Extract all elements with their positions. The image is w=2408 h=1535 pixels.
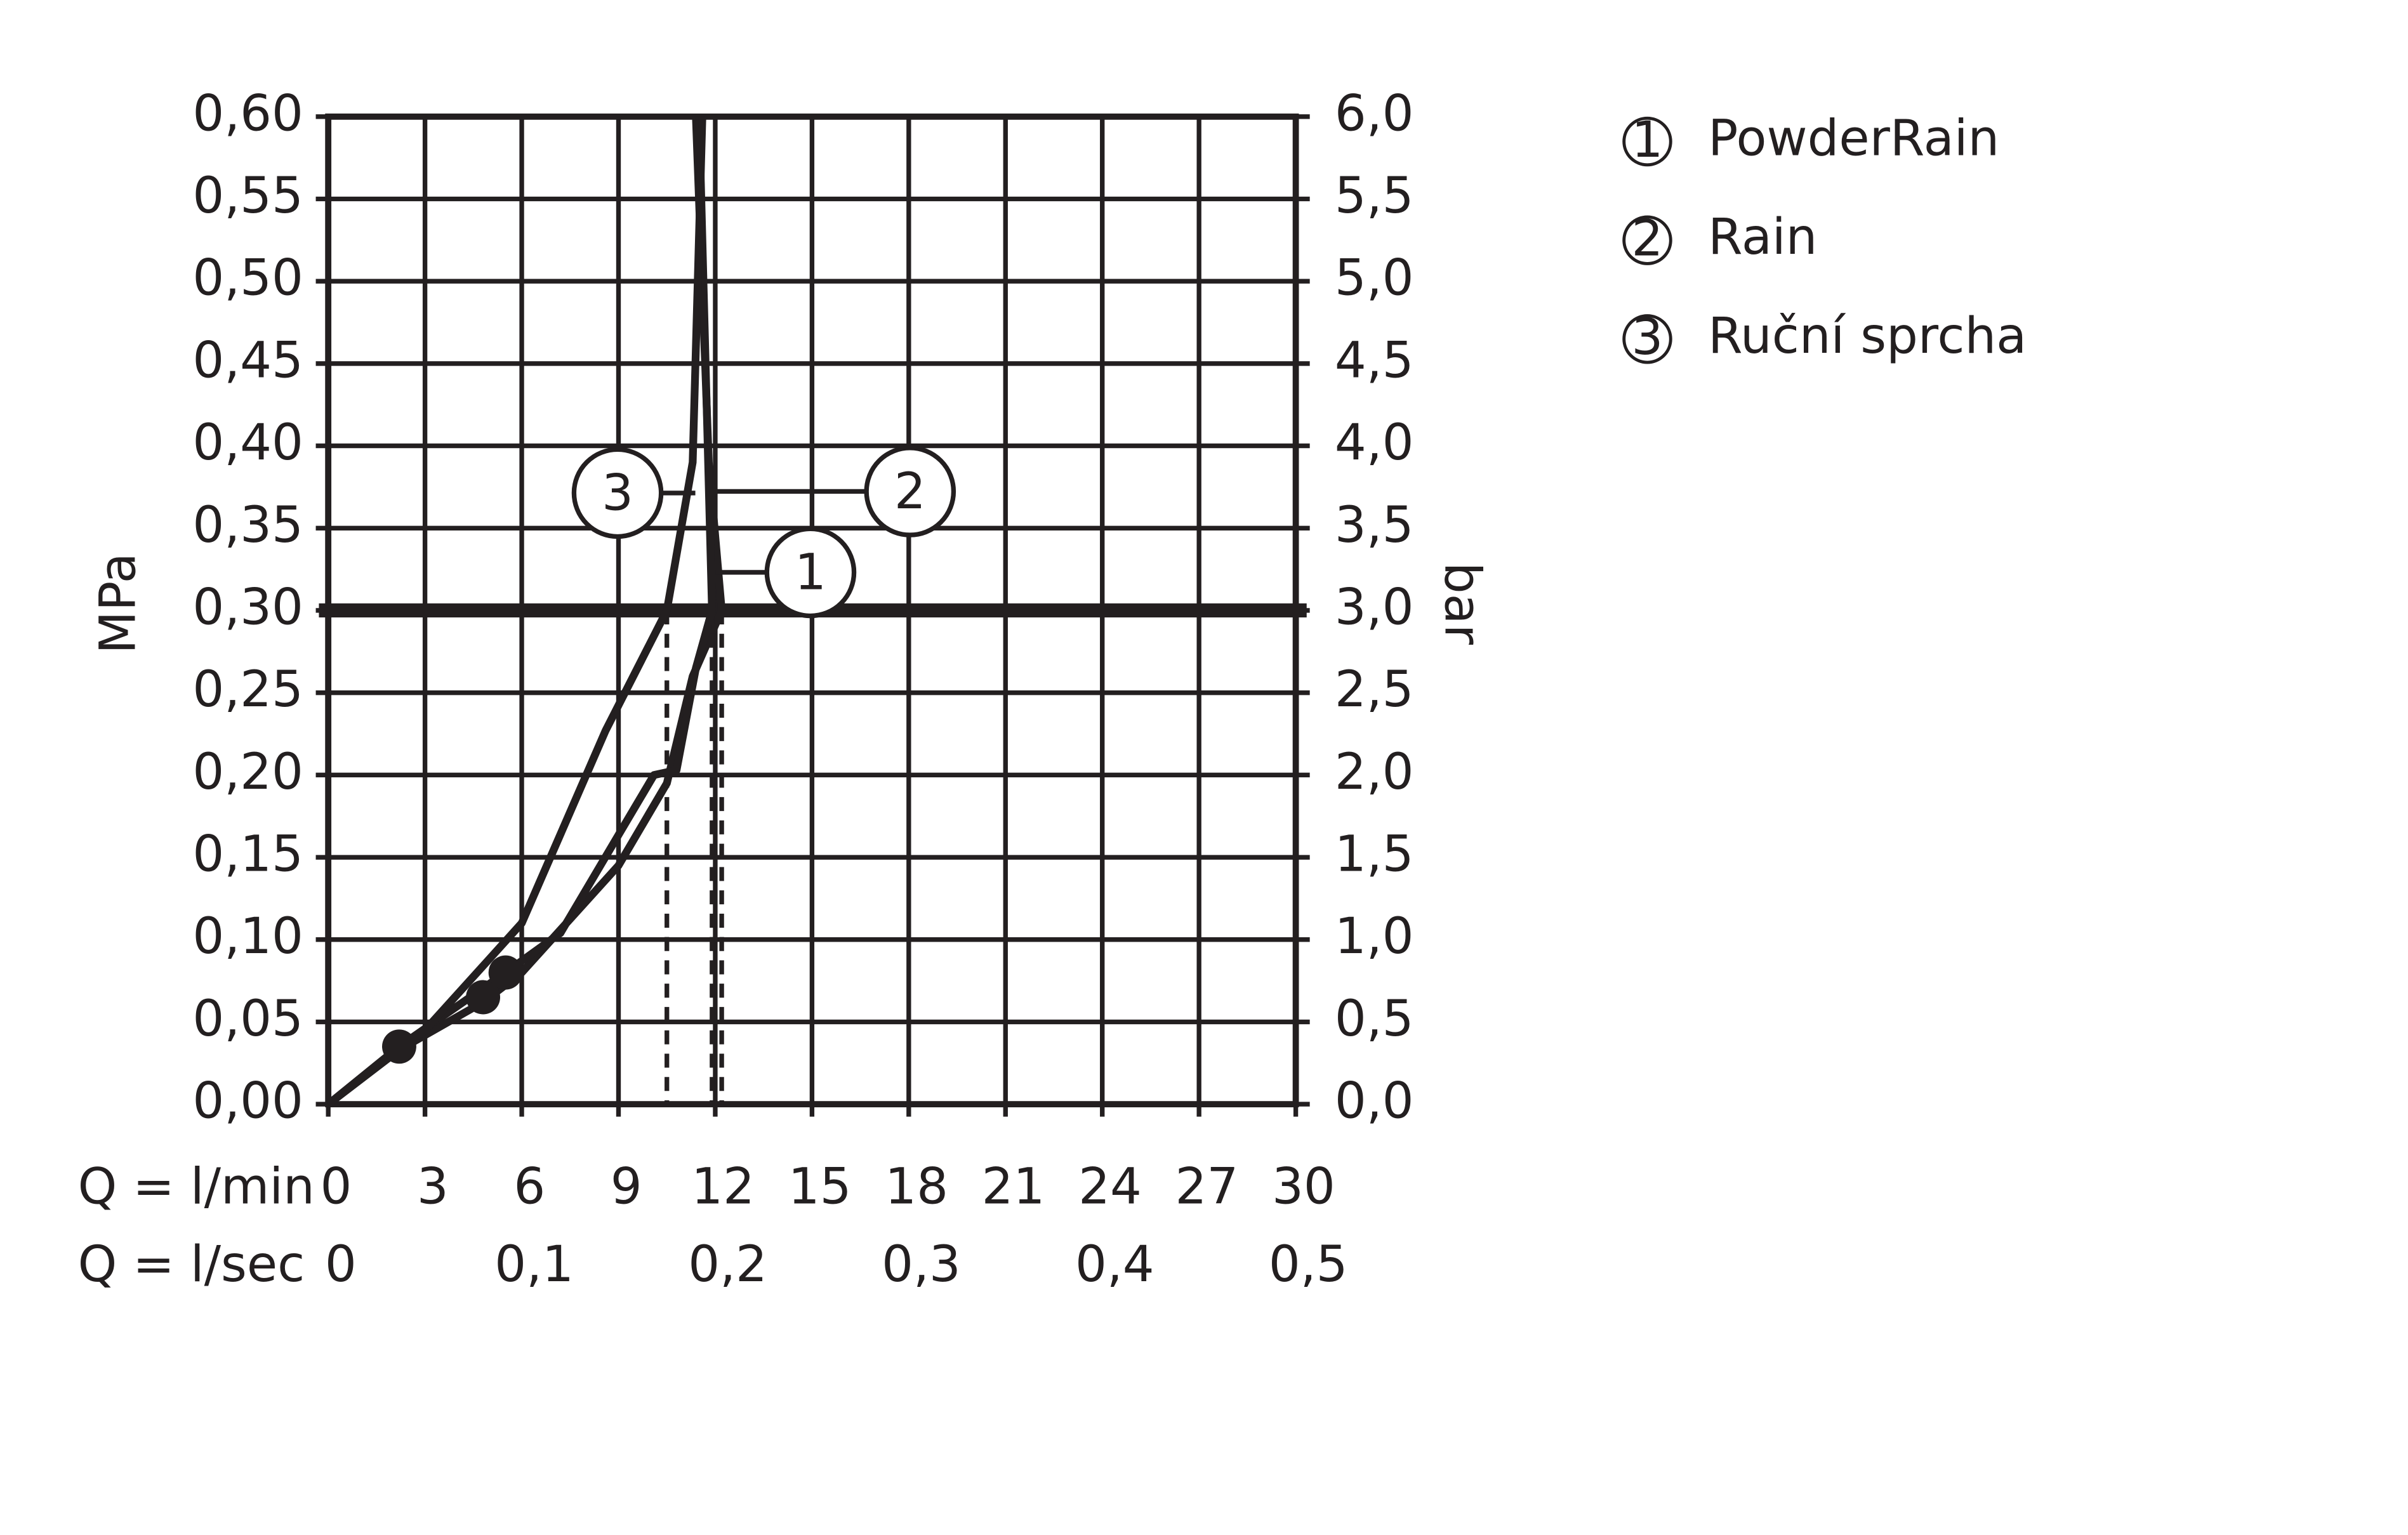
x-tick-label: 9: [611, 1157, 642, 1215]
x-tick-label: 21: [982, 1157, 1045, 1215]
x-tick-label: 15: [788, 1157, 852, 1215]
callout-circle: [864, 445, 956, 537]
y-tick-label: 0,25: [192, 661, 303, 718]
legend-number: 3: [1632, 308, 1664, 366]
y2-tick-label: 4,0: [1335, 414, 1414, 471]
y-tick-label: 0,00: [192, 1072, 303, 1130]
callout-label: 1: [795, 543, 826, 601]
legend-label: Ruční sprcha: [1708, 307, 2027, 365]
x-tick-label: 30: [1272, 1157, 1335, 1215]
x-tick-label: 6: [513, 1157, 545, 1215]
legend-circle: [1622, 215, 1672, 265]
x2-tick-label: 0,3: [882, 1235, 961, 1293]
y2-tick-label: 6,0: [1335, 84, 1414, 142]
legend-number: 2: [1632, 210, 1664, 268]
callout-circle: [764, 526, 857, 619]
y-tick-label: 0,35: [192, 496, 303, 554]
y2-tick-label: 0,0: [1335, 1072, 1414, 1130]
legend-circle: [1622, 116, 1672, 167]
x2-tick-label: 0,5: [1269, 1235, 1348, 1293]
series-line: [326, 116, 706, 1107]
x-tick-label: 0: [320, 1157, 352, 1215]
y-tick-label: 0,05: [192, 990, 303, 1048]
callout-circle: [571, 447, 664, 539]
y-tick-label: 0,60: [192, 84, 303, 142]
y2-tick-label: 5,0: [1335, 249, 1414, 307]
x-axis-label: Q = l/min: [78, 1157, 315, 1215]
marker-dot: [381, 1029, 416, 1064]
y-axis-label: MPa: [89, 553, 147, 654]
legend-number: 1: [1632, 111, 1664, 169]
y2-tick-label: 4,5: [1335, 331, 1414, 389]
legend-label: Rain: [1708, 208, 1817, 266]
x2-tick-label: 0,4: [1075, 1235, 1154, 1293]
y2-tick-label: 1,0: [1335, 907, 1414, 965]
y-tick-label: 0,20: [192, 743, 303, 801]
x-tick-label: 18: [885, 1157, 948, 1215]
series-line: [326, 116, 726, 1107]
y-tick-label: 0,55: [192, 167, 303, 225]
x2-tick-label: 0,2: [688, 1235, 767, 1293]
x2-tick-label: 0,1: [494, 1235, 574, 1293]
y2-tick-label: 2,5: [1335, 661, 1414, 718]
marker-dot: [488, 955, 523, 990]
x-tick-label: 3: [417, 1157, 449, 1215]
x2-axis-label: Q = l/sec: [78, 1235, 305, 1293]
marker-dot: [466, 980, 501, 1015]
y2-tick-label: 2,0: [1335, 743, 1414, 801]
x-tick-label: 27: [1175, 1157, 1239, 1215]
y2-tick-label: 1,5: [1335, 826, 1414, 883]
y2-tick-label: 5,5: [1335, 167, 1414, 225]
y2-axis-label: bar: [1433, 562, 1491, 645]
legend-circle: [1622, 314, 1672, 364]
callout-label: 2: [894, 463, 926, 520]
callout-label: 3: [602, 464, 633, 522]
y-tick-label: 0,30: [192, 578, 303, 636]
x-tick-label: 12: [691, 1157, 755, 1215]
y-tick-label: 0,40: [192, 414, 303, 471]
legend-label: PowderRain: [1708, 110, 1999, 168]
y-tick-label: 0,10: [192, 907, 303, 965]
y-tick-label: 0,45: [192, 331, 303, 389]
y-tick-label: 0,50: [192, 249, 303, 307]
y-tick-label: 0,15: [192, 826, 303, 883]
x-tick-label: 24: [1078, 1157, 1142, 1215]
x2-tick-label: 0: [325, 1235, 357, 1293]
y2-tick-label: 0,5: [1335, 990, 1414, 1048]
y2-tick-label: 3,0: [1335, 578, 1414, 636]
y2-tick-label: 3,5: [1335, 496, 1414, 554]
